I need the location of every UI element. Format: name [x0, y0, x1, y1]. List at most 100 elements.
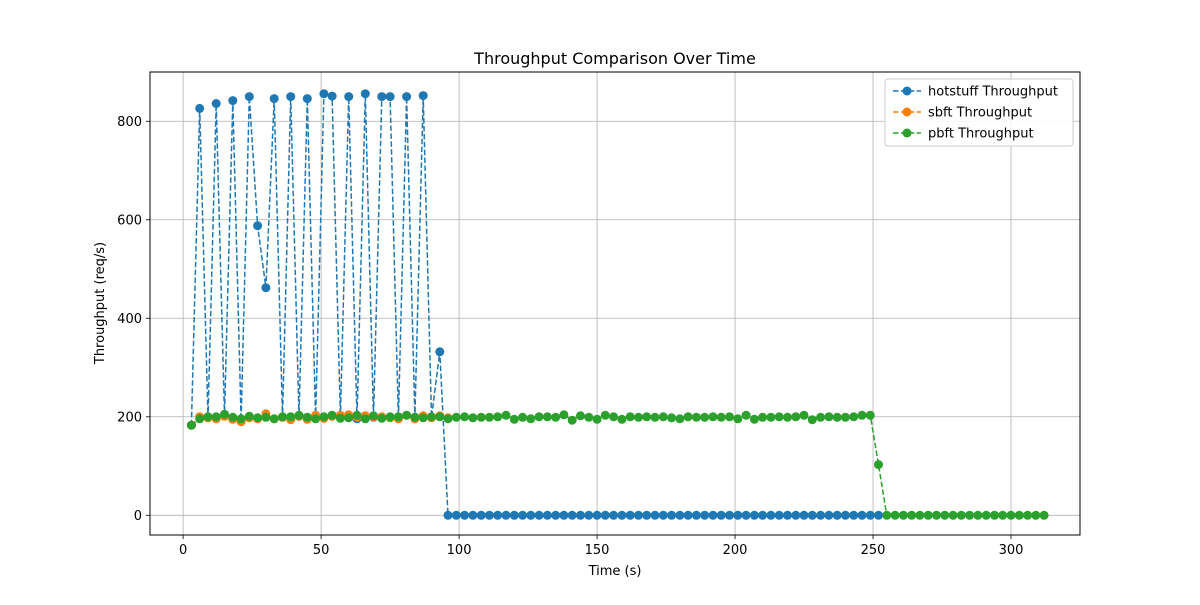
pbft-point: [981, 510, 991, 520]
pbft-point: [592, 414, 602, 424]
pbft-point: [220, 409, 229, 419]
hotstuff-point: [691, 510, 701, 520]
hotstuff-point: [385, 92, 395, 102]
pbft-point: [874, 460, 883, 470]
pbft-point: [741, 410, 751, 420]
pbft-point: [708, 412, 718, 422]
pbft-point: [816, 412, 826, 422]
hotstuff-point: [377, 92, 387, 102]
pbft-point: [584, 412, 594, 422]
hotstuff-point: [319, 89, 329, 99]
pbft-point: [203, 412, 213, 422]
pbft-point: [774, 412, 784, 422]
pbft-point: [725, 412, 734, 422]
hotstuff-point: [484, 510, 494, 520]
hotstuff-point: [344, 92, 354, 102]
pbft-point: [269, 414, 279, 424]
pbft-point: [791, 412, 801, 422]
hotstuff-point: [286, 92, 296, 102]
axis-ticks: 0 50 100 150 200 250 300 0 200 400 600 800: [117, 115, 1023, 558]
hotstuff-point: [327, 91, 337, 101]
hotstuff-point: [261, 283, 271, 293]
hotstuff-point: [542, 510, 552, 520]
hotstuff-point: [625, 510, 635, 520]
hotstuff-point: [700, 510, 710, 520]
pbft-point: [1039, 510, 1049, 520]
pbft-point: [236, 414, 246, 424]
hotstuff-point: [418, 91, 428, 101]
pbft-point: [766, 412, 776, 422]
hotstuff-point: [468, 510, 478, 520]
y-axis-label: Throughput (req/s): [93, 242, 108, 365]
pbft-point: [857, 410, 867, 420]
pbft-point: [360, 414, 370, 424]
hotstuff-point: [559, 510, 569, 520]
pbft-point: [518, 412, 528, 422]
legend-label: pbft Throughput: [928, 127, 1034, 142]
hotstuff-point: [865, 510, 875, 520]
legend-marker: [902, 128, 912, 138]
hotstuff-point: [824, 510, 834, 520]
hotstuff-point: [567, 510, 577, 520]
pbft-point: [542, 412, 552, 422]
pbft-point: [278, 412, 287, 422]
pbft-point: [534, 412, 544, 422]
pbft-point: [667, 413, 677, 423]
pbft-point: [211, 412, 221, 422]
pbft-point: [840, 412, 850, 422]
pbft-point: [576, 411, 585, 421]
hotstuff-point: [791, 510, 801, 520]
pbft-point: [749, 414, 759, 424]
pbft-point: [1014, 510, 1024, 520]
pbft-point: [451, 412, 461, 422]
pbft-point: [716, 412, 726, 422]
pbft-point: [998, 510, 1008, 520]
pbft-point: [352, 410, 362, 420]
legend-label: sbft Throughput: [928, 106, 1032, 121]
pbft-point: [559, 410, 569, 420]
pbft-point: [501, 410, 511, 420]
x-tick-label: 300: [999, 543, 1024, 558]
pbft-point: [634, 412, 643, 422]
pbft-point: [824, 412, 834, 422]
hotstuff-point: [518, 510, 528, 520]
pbft-point: [369, 411, 378, 421]
pbft-point: [443, 414, 453, 424]
x-tick-label: 50: [313, 543, 330, 558]
legend-box: [884, 78, 1074, 147]
pbft-point: [253, 413, 263, 423]
pbft-point: [849, 412, 859, 422]
hotstuff-point: [725, 510, 734, 520]
pbft-point: [915, 510, 925, 520]
hotstuff-line: [190, 92, 879, 517]
hotstuff-point: [302, 94, 312, 104]
legend-label: hotstuff Throughput: [928, 85, 1058, 100]
pbft-point: [460, 412, 470, 422]
hotstuff-point: [840, 510, 850, 520]
hotstuff-point: [576, 510, 585, 520]
hotstuff-point: [741, 510, 751, 520]
hotstuff-point: [758, 510, 768, 520]
hotstuff-point: [658, 510, 668, 520]
pbft-point: [890, 510, 900, 520]
pbft-point: [609, 412, 619, 422]
pbft-point: [402, 410, 412, 420]
hotstuff-point: [609, 510, 619, 520]
pbft-point: [327, 410, 337, 420]
legend-item-sbft: sbft Throughput: [893, 106, 1032, 121]
hotstuff-point: [509, 510, 519, 520]
hotstuff-point: [799, 510, 809, 520]
legend-marker: [902, 86, 912, 96]
hotstuff-point: [749, 510, 759, 520]
series-pbft: [186, 409, 1049, 520]
legend-item-pbft: pbft Throughput: [893, 127, 1034, 142]
pbft-point: [923, 510, 933, 520]
hotstuff-point: [360, 89, 370, 99]
pbft-point: [493, 412, 503, 422]
pbft-point: [948, 510, 958, 520]
hotstuff-point: [476, 510, 486, 520]
pbft-line: [190, 413, 1045, 517]
pbft-point: [1006, 510, 1016, 520]
hotstuff-point: [451, 510, 461, 520]
hotstuff-point: [716, 510, 726, 520]
